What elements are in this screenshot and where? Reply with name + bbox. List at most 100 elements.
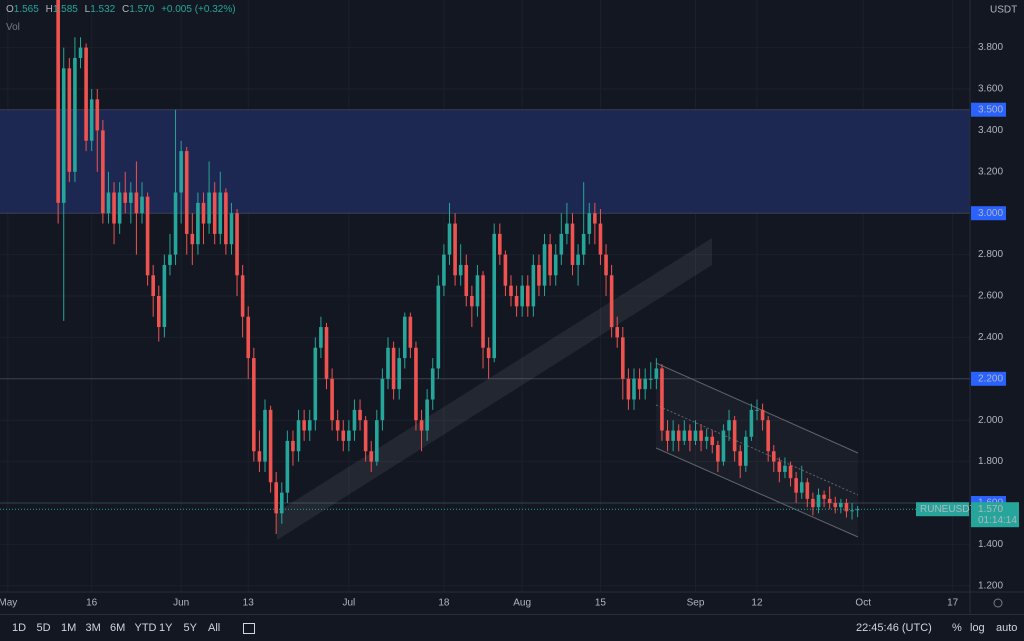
candle-body (173, 192, 178, 255)
candle-body (78, 47, 83, 58)
y-tick-label: 3.200 (978, 166, 1003, 177)
candle-body (436, 285, 441, 369)
candle-body (324, 327, 329, 379)
candle-body (101, 130, 105, 214)
range-button[interactable]: YTD (134, 622, 157, 634)
candle-body (302, 420, 306, 431)
candle-body (363, 420, 368, 452)
candle-body (766, 420, 770, 452)
candle-body (749, 409, 754, 437)
clock[interactable]: 22:45:46 (UTC) (856, 622, 932, 634)
candle-body (548, 244, 552, 276)
range-button[interactable]: All (208, 622, 221, 634)
volume-label[interactable]: Vol (6, 22, 20, 33)
y-tick-label: 2.800 (978, 249, 1003, 260)
candle-body (218, 192, 223, 234)
percent-toggle[interactable]: % (952, 622, 962, 634)
candle-body (335, 420, 340, 431)
candles (0, 0, 970, 535)
candle-body (274, 482, 278, 514)
candle-body (604, 254, 608, 276)
candle-body (509, 285, 513, 296)
candle-body (710, 436, 715, 446)
price-label-box (971, 371, 1006, 386)
candle-body (352, 409, 357, 431)
range-button[interactable]: 6M (110, 622, 126, 634)
currency[interactable]: USDT (990, 5, 1017, 16)
candle-body (375, 420, 379, 462)
candle-body (129, 192, 133, 203)
candle-body (755, 409, 759, 411)
candle-body (430, 368, 435, 400)
bottom-toolbar: 22:45:46 (UTC) % log auto 1D 5D 1M 3M 6M YTD 1… (0, 614, 1024, 641)
candle-body (805, 482, 810, 499)
candle-body (660, 368, 664, 431)
o-label: O (6, 4, 14, 15)
candle-body (145, 196, 150, 276)
candle-body (777, 461, 782, 472)
candle-body (839, 502, 843, 508)
supply-zone (0, 109, 970, 214)
candle-body (520, 285, 524, 307)
price-label-box (971, 206, 1006, 221)
h-value: 1.585 (52, 4, 78, 15)
range-button[interactable]: 1Y (159, 622, 173, 634)
candle-body (402, 316, 407, 359)
candle-body (447, 223, 452, 255)
candle-body (794, 478, 798, 493)
y-tick-label: 2.000 (978, 415, 1003, 426)
settings-icon[interactable] (993, 598, 1003, 608)
candle-body (704, 436, 709, 441)
candle-body (799, 482, 804, 493)
candle-body (744, 436, 748, 466)
candle-body (369, 451, 374, 462)
candle-body (553, 254, 558, 276)
candle-body (593, 213, 597, 224)
plot (0, 0, 970, 540)
candle-body (391, 347, 396, 390)
chart: USDT 1.2001.4001.6001.8002.0002.2002.400… (0, 0, 1024, 614)
candle-body (207, 192, 211, 224)
candle-body (827, 498, 832, 503)
candle-body (732, 420, 737, 452)
range-button[interactable]: 5D (36, 622, 51, 634)
candle-body (347, 430, 351, 441)
range-button[interactable]: 1M (61, 622, 77, 634)
candle-body (229, 213, 234, 245)
candle-body (162, 264, 167, 328)
candle-body (514, 296, 519, 307)
range-button[interactable]: 1D (12, 622, 27, 634)
y-tick-label: 3.400 (978, 125, 1003, 136)
o-value: 1.565 (13, 4, 39, 15)
candle-body (811, 498, 815, 508)
candle-body (788, 465, 793, 479)
range-button[interactable]: 3M (85, 622, 101, 634)
candle-body (464, 264, 469, 296)
candle-body (637, 378, 642, 390)
y-tick-label: 3.600 (978, 84, 1003, 95)
candle-body (196, 202, 200, 245)
candle-body (84, 47, 88, 141)
date-range-icon[interactable] (243, 623, 255, 634)
candle-body (112, 192, 116, 224)
log-toggle[interactable]: log (970, 622, 985, 634)
candle-body (822, 494, 826, 499)
candle-body (816, 494, 821, 508)
candle-body (330, 378, 334, 421)
candle-body (844, 502, 849, 512)
candle-body (626, 378, 631, 400)
candle-body (453, 223, 457, 276)
candle-body (285, 440, 290, 493)
y-tick-label: 1.800 (978, 456, 1003, 467)
x-tick-label: Sep (687, 598, 705, 609)
candle-body (855, 509, 860, 511)
candle-body (531, 264, 536, 307)
candle-body (458, 264, 463, 276)
candle-body (475, 275, 480, 307)
candle-body (850, 510, 854, 512)
auto-toggle[interactable]: auto (996, 622, 1018, 634)
range-button[interactable]: 5Y (183, 622, 197, 634)
candle-body (727, 420, 731, 431)
candle-body (240, 275, 245, 317)
candle-body (699, 430, 703, 441)
